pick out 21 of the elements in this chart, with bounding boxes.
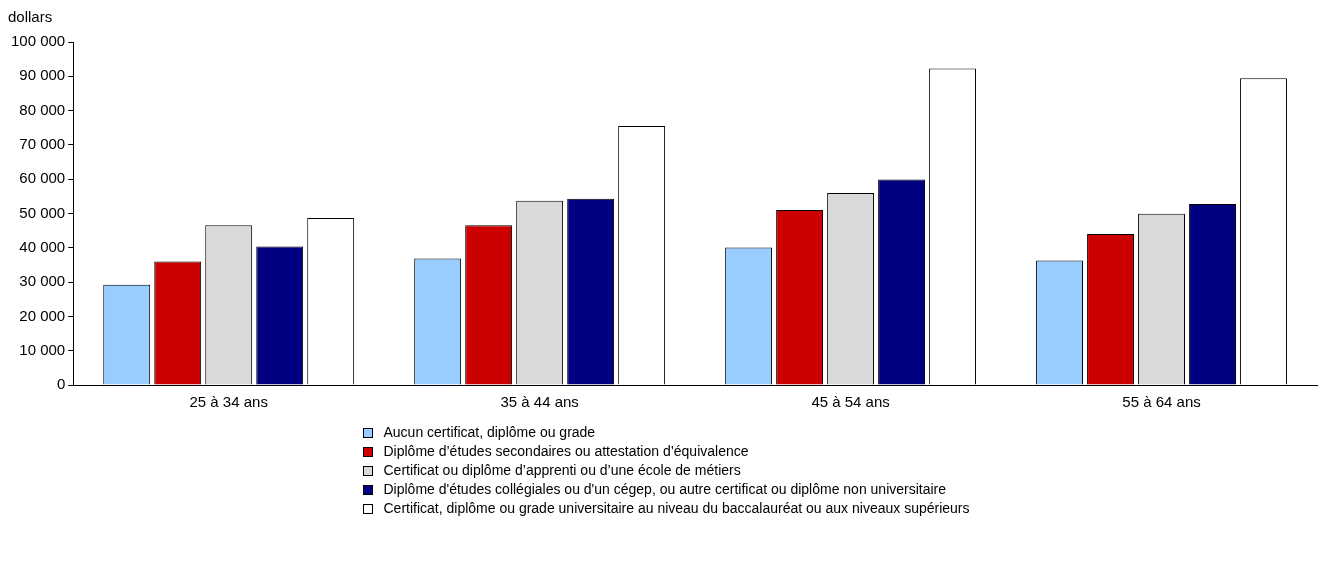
y-tick-label: 50 000	[19, 203, 66, 221]
legend-label: Aucun certificat, diplôme ou grade	[383, 423, 596, 442]
legend-label: Diplôme d’études secondaires ou attestation d’équivalence	[383, 442, 749, 461]
x-tick-label: 55 à 64 ans	[1122, 393, 1201, 411]
legend-label: Diplôme d'études collégiales ou d'un cégep, ou autre certificat ou diplôme non universitaire	[383, 480, 947, 499]
y-axis-title: dollars	[8, 8, 54, 27]
y-tick-label: 0	[56, 375, 66, 393]
y-tick-label: 100 000	[10, 32, 66, 50]
y-tick-label: 40 000	[19, 237, 66, 255]
legend-label: Certificat ou diplôme d’apprenti ou d’une école de métiers	[383, 461, 741, 480]
x-tick-label: 45 à 54 ans	[811, 393, 890, 411]
y-tick-label: 20 000	[19, 306, 66, 324]
y-tick-label: 30 000	[19, 272, 66, 290]
y-tick-label: 70 000	[19, 135, 66, 153]
legend-label: Certificat, diplôme ou grade universitaire au niveau du baccalauréat ou aux niveaux supérieurs	[383, 499, 970, 518]
y-tick-label: 80 000	[19, 100, 66, 118]
x-tick-label: 25 à 34 ans	[189, 393, 268, 411]
y-tick-label: 60 000	[19, 169, 66, 187]
y-tick-label: 10 000	[19, 340, 66, 358]
x-tick-label: 35 à 44 ans	[500, 393, 579, 411]
y-tick-label: 90 000	[19, 66, 66, 84]
